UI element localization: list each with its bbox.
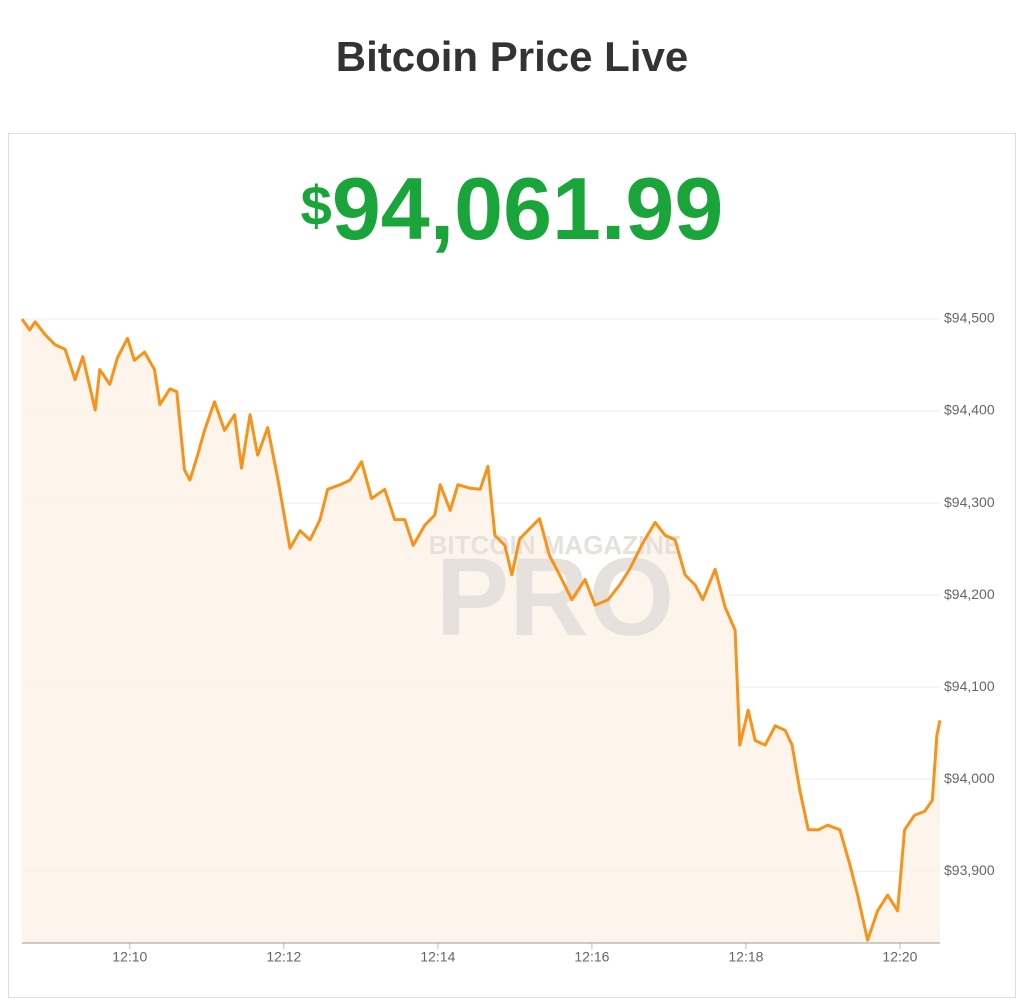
x-tick-label: 12:18: [728, 949, 763, 965]
y-tick-label: $93,900: [944, 862, 995, 878]
price-symbol: $: [301, 174, 332, 237]
area: [22, 319, 940, 943]
plot: $93,900 $94,000 $94,100 $94,200 $94,300 $94,4…: [20, 310, 995, 965]
price-line: [20, 318, 942, 942]
y-tick-label: $94,200: [944, 586, 995, 602]
watermark-small: BITCOIN MAGAZINE: [429, 530, 682, 560]
y-tick-label: $94,400: [944, 402, 995, 418]
x-tick-label: 12:10: [112, 949, 147, 965]
x-tick-label: 12:16: [574, 949, 609, 965]
page-title: Bitcoin Price Live: [336, 33, 688, 80]
y-tick-label: $94,300: [944, 494, 995, 510]
y-tick-label: $94,100: [944, 678, 995, 694]
price-value: 94,061.99: [332, 159, 724, 258]
y-tick-label: $94,000: [944, 770, 995, 786]
x-tick-label: 12:12: [266, 949, 301, 965]
y-tick-label: $94,500: [944, 310, 995, 326]
x-tick-label: 12:14: [420, 949, 455, 965]
x-tick-label: 12:20: [882, 949, 917, 965]
price: $94,061.99: [301, 159, 724, 258]
